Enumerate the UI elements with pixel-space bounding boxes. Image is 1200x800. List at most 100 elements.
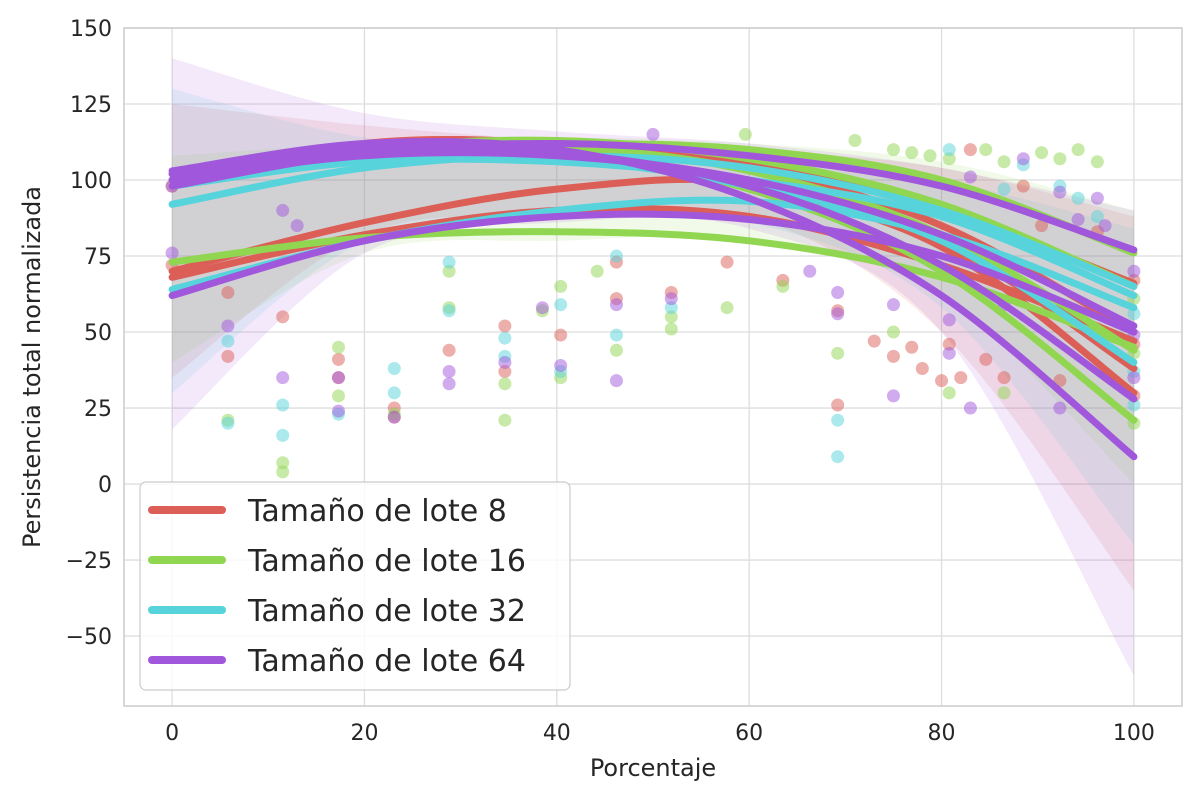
data-point-tama-o-de-lote-64 — [498, 355, 512, 369]
data-point-tama-o-de-lote-64 — [664, 292, 678, 306]
data-point-tama-o-de-lote-32 — [1127, 307, 1141, 321]
data-point-tama-o-de-lote-8 — [498, 319, 512, 333]
fit-line-tama-o-de-lote-64 — [168, 210, 1138, 336]
data-point-tama-o-de-lote-32 — [221, 334, 235, 348]
x-tick-label: 60 — [735, 721, 763, 746]
data-point-tama-o-de-lote-32 — [276, 428, 290, 442]
data-point-tama-o-de-lote-8 — [979, 352, 993, 366]
legend: Tamaño de lote 8 Tamaño de lote 16 Tamaño … — [139, 481, 571, 691]
data-point-tama-o-de-lote-16 — [1071, 143, 1085, 157]
legend-box — [139, 481, 571, 691]
data-point-tama-o-de-lote-16 — [886, 325, 900, 339]
data-point-tama-o-de-lote-32 — [442, 255, 456, 269]
data-point-tama-o-de-lote-8 — [221, 349, 235, 363]
data-point-tama-o-de-lote-8 — [221, 286, 235, 300]
data-point-tama-o-de-lote-16 — [331, 340, 345, 354]
data-point-tama-o-de-lote-8 — [942, 337, 956, 351]
y-tick-labels: −50 −25 0 25 50 75 100 125 150 — [66, 17, 112, 650]
y-tick-label: 150 — [70, 17, 112, 42]
plot-border — [123, 27, 1183, 707]
data-point-tama-o-de-lote-32 — [609, 328, 623, 342]
data-point-tama-o-de-lote-64 — [1127, 264, 1141, 278]
data-point-tama-o-de-lote-16 — [997, 386, 1011, 400]
data-point-tama-o-de-lote-32 — [387, 386, 401, 400]
y-tick-label: 25 — [84, 397, 112, 422]
data-point-tama-o-de-lote-16 — [848, 133, 862, 147]
data-point-tama-o-de-lote-16 — [997, 155, 1011, 169]
data-point-tama-o-de-lote-32 — [1127, 398, 1141, 412]
data-point-tama-o-de-lote-8 — [720, 255, 734, 269]
fit-lines — [168, 135, 1138, 461]
data-point-tama-o-de-lote-64 — [535, 301, 549, 315]
data-point-tama-o-de-lote-64 — [886, 389, 900, 403]
data-point-tama-o-de-lote-64 — [831, 307, 845, 321]
data-point-tama-o-de-lote-64 — [276, 371, 290, 385]
data-point-tama-o-de-lote-8 — [1016, 179, 1030, 193]
data-point-tama-o-de-lote-64 — [1098, 219, 1112, 233]
data-point-tama-o-de-lote-16 — [738, 127, 752, 141]
data-point-tama-o-de-lote-64 — [609, 298, 623, 312]
data-point-tama-o-de-lote-64 — [1071, 213, 1085, 227]
data-point-tama-o-de-lote-8 — [276, 310, 290, 324]
data-point-tama-o-de-lote-32 — [221, 416, 235, 430]
data-point-tama-o-de-lote-16 — [923, 149, 937, 163]
data-point-tama-o-de-lote-64 — [554, 358, 568, 372]
data-point-tama-o-de-lote-32 — [831, 413, 845, 427]
data-point-tama-o-de-lote-64 — [963, 401, 977, 415]
data-point-tama-o-de-lote-32 — [387, 362, 401, 376]
y-tick-label: −50 — [66, 625, 112, 650]
data-point-tama-o-de-lote-8 — [554, 328, 568, 342]
data-point-tama-o-de-lote-32 — [609, 249, 623, 263]
data-point-tama-o-de-lote-8 — [954, 371, 968, 385]
data-point-tama-o-de-lote-8 — [963, 143, 977, 157]
data-point-tama-o-de-lote-8 — [886, 349, 900, 363]
data-point-tama-o-de-lote-64 — [165, 246, 179, 260]
data-point-tama-o-de-lote-16 — [609, 343, 623, 357]
data-point-tama-o-de-lote-32 — [1071, 191, 1085, 205]
data-point-tama-o-de-lote-64 — [803, 264, 817, 278]
data-point-tama-o-de-lote-8 — [915, 362, 929, 376]
data-point-tama-o-de-lote-8 — [997, 371, 1011, 385]
data-point-tama-o-de-lote-64 — [1016, 152, 1030, 166]
data-point-tama-o-de-lote-16 — [979, 143, 993, 157]
data-point-tama-o-de-lote-16 — [554, 279, 568, 293]
data-point-tama-o-de-lote-64 — [609, 374, 623, 388]
x-tick-label: 20 — [350, 721, 378, 746]
x-tick-label: 100 — [1113, 721, 1155, 746]
data-point-tama-o-de-lote-16 — [276, 465, 290, 479]
data-point-tama-o-de-lote-16 — [886, 143, 900, 157]
data-point-tama-o-de-lote-64 — [1127, 371, 1141, 385]
x-tick-label: 40 — [543, 721, 571, 746]
data-point-tama-o-de-lote-8 — [498, 365, 512, 379]
data-point-tama-o-de-lote-64 — [942, 346, 956, 360]
x-tick-label: 0 — [165, 721, 179, 746]
data-point-tama-o-de-lote-8 — [1035, 219, 1049, 233]
data-point-tama-o-de-lote-8 — [331, 352, 345, 366]
data-point-tama-o-de-lote-32 — [997, 182, 1011, 196]
data-point-tama-o-de-lote-8 — [905, 340, 919, 354]
data-point-tama-o-de-lote-16 — [720, 301, 734, 315]
legend-label-tama-o-de-lote-16: Tamaño de lote 16 — [247, 544, 526, 579]
data-point-tama-o-de-lote-32 — [554, 298, 568, 312]
data-point-tama-o-de-lote-16 — [1053, 152, 1067, 166]
data-point-tama-o-de-lote-16 — [442, 264, 456, 278]
data-point-tama-o-de-lote-8 — [831, 398, 845, 412]
data-point-tama-o-de-lote-16 — [1035, 146, 1049, 160]
x-axis-label: Porcentaje — [590, 754, 716, 782]
data-point-tama-o-de-lote-64 — [1053, 185, 1067, 199]
data-point-tama-o-de-lote-16 — [942, 386, 956, 400]
data-point-tama-o-de-lote-32 — [442, 304, 456, 318]
legend-label-tama-o-de-lote-64: Tamaño de lote 64 — [247, 644, 526, 679]
data-point-tama-o-de-lote-16 — [498, 377, 512, 391]
data-point-tama-o-de-lote-16 — [498, 413, 512, 427]
data-point-tama-o-de-lote-64 — [221, 319, 235, 333]
fit-line-tama-o-de-lote-64 — [168, 137, 1138, 461]
fit-line-tama-o-de-lote-64 — [168, 143, 1138, 403]
data-point-tama-o-de-lote-16 — [276, 456, 290, 470]
data-point-tama-o-de-lote-16 — [664, 322, 678, 336]
data-point-tama-o-de-lote-64 — [276, 203, 290, 217]
data-point-tama-o-de-lote-32 — [942, 143, 956, 157]
y-tick-label: 100 — [70, 169, 112, 194]
data-point-tama-o-de-lote-32 — [498, 331, 512, 345]
